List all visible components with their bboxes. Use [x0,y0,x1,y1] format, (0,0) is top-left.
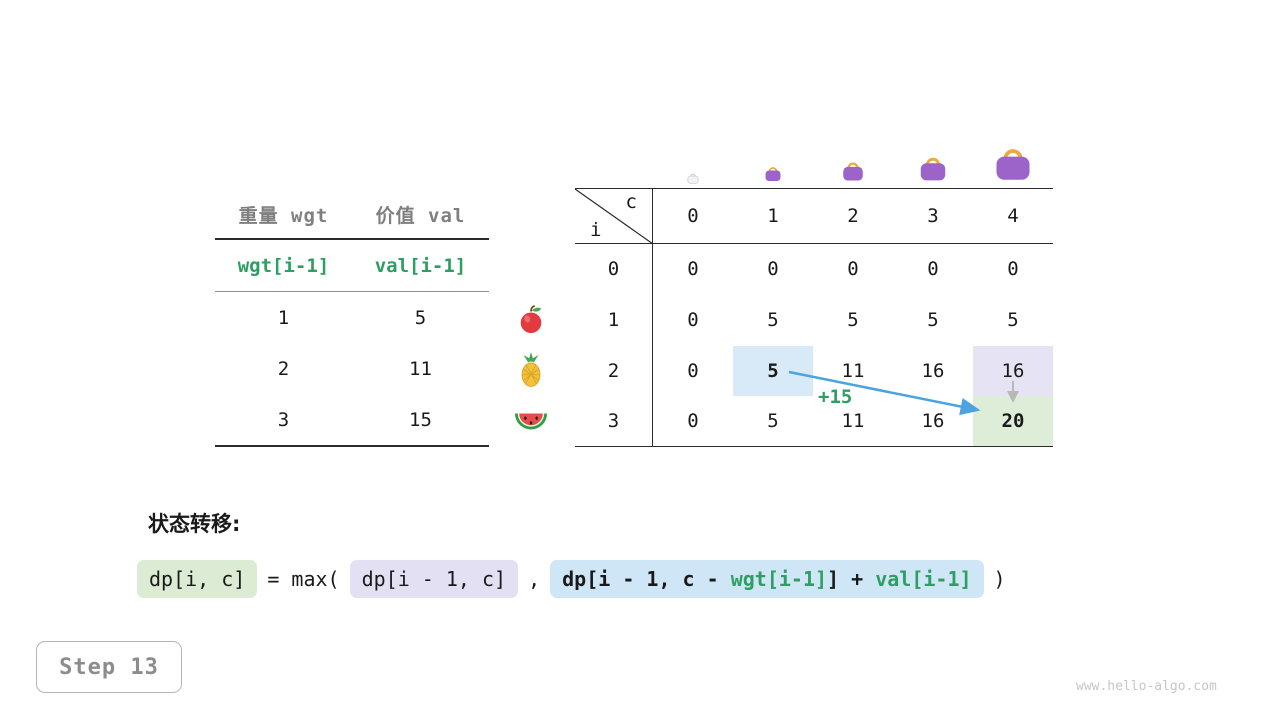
dp-cell: 11 [813,396,893,447]
dp-cell: 5 [1007,309,1019,332]
dp-cell-source-highlight: 5 [733,345,813,397]
dp-cell: 5 [767,309,779,332]
item-table-subheader-wgt: wgt[i-1] [237,254,330,277]
dp-row-header: 1 [575,294,653,346]
formula-take-mid: ] + [827,567,876,591]
transition-title: 状态转移: [148,512,241,536]
dp-cell: 5 [847,309,859,332]
formula-take-wgt: wgt[i-1] [730,567,828,591]
formula-option-take-box: dp[i - 1, c - wgt[i-1]] + val[i-1] [550,560,984,598]
dp-cell: 0 [847,258,859,281]
bag-icon-capacity-1 [763,163,783,186]
dp-cell: 0 [653,396,733,447]
bag-icon-capacity-4 [991,140,1035,186]
watermark: www.hello-algo.com [1076,679,1217,694]
dp-cell-result-highlight: 20 [973,396,1053,447]
formula-take-prefix: dp[i - 1, c - [562,567,731,591]
bag-icon-capacity-0 [686,169,700,188]
item-row-1: 1 5 [215,292,489,343]
item-value: 15 [409,408,432,431]
dp-cell: 0 [687,309,699,332]
divider [215,291,489,292]
dp-cell: 16 [893,396,973,447]
plus-value-label: +15 [818,386,853,408]
dp-cell: 16 [921,359,945,382]
item-weight: 3 [277,408,290,431]
formula-close-paren: ) [993,567,1006,591]
pineapple-icon [516,351,546,393]
dp-cell: 5 [733,396,813,447]
formula-lhs-box: dp[i, c] [137,560,258,598]
dp-axis-capacity: c [625,191,637,213]
item-table: 重量 wgt 价值 val wgt[i-1] val[i-1] 1 5 2 11… [215,190,489,447]
dp-axis-item: i [590,219,602,241]
watermelon-icon [514,410,548,436]
dp-cell-above-highlight: 16 [973,345,1053,397]
step-badge: Step 13 [36,641,182,693]
dp-col-header: 3 [893,189,973,244]
dp-col-header: 1 [733,189,813,244]
dp-col-header: 2 [813,189,893,244]
item-table-header-row: 重量 wgt 价值 val [215,190,489,238]
item-weight: 1 [277,306,290,329]
dp-table: c i 0 1 2 3 4 0 0 0 0 0 0 1 0 5 5 5 5 2 … [575,188,1053,447]
dp-cell: 0 [1007,258,1019,281]
dp-corner-cell: c i [575,189,653,244]
item-table-subheader-val: val[i-1] [374,254,467,277]
item-value: 11 [409,357,432,380]
item-row-3: 3 15 [215,394,489,445]
divider [215,445,489,447]
item-row-2: 2 11 [215,343,489,394]
dp-row-header: 3 [575,396,653,447]
item-value: 5 [414,306,427,329]
item-weight: 2 [277,357,290,380]
dp-cell: 0 [927,258,939,281]
bag-icon-capacity-3 [917,151,950,186]
dp-cell: 0 [687,359,699,382]
diagonal-line [575,189,653,244]
dp-row-header: 2 [575,345,653,397]
apple-icon [516,303,546,339]
dp-cell: 0 [767,258,779,281]
formula-separator: , [528,567,541,591]
dp-col-header: 4 [973,189,1053,244]
formula-option-keep-box: dp[i - 1, c] [349,560,519,598]
bag-icon-capacity-2 [840,157,866,186]
item-table-header-value: 价值 val [375,204,466,227]
dp-row-header: 0 [575,244,653,295]
item-table-subheader-row: wgt[i-1] val[i-1] [215,240,489,291]
transition-formula: dp[i, c] = max( dp[i - 1, c] , dp[i - 1,… [137,560,1006,598]
dp-col-header: 0 [653,189,733,244]
formula-take-val: val[i-1] [875,567,972,591]
item-table-header-weight: 重量 wgt [238,204,329,227]
formula-operator: = max( [267,567,340,591]
dp-cell: 5 [927,309,939,332]
dp-cell: 0 [687,258,699,281]
divider [215,238,489,240]
